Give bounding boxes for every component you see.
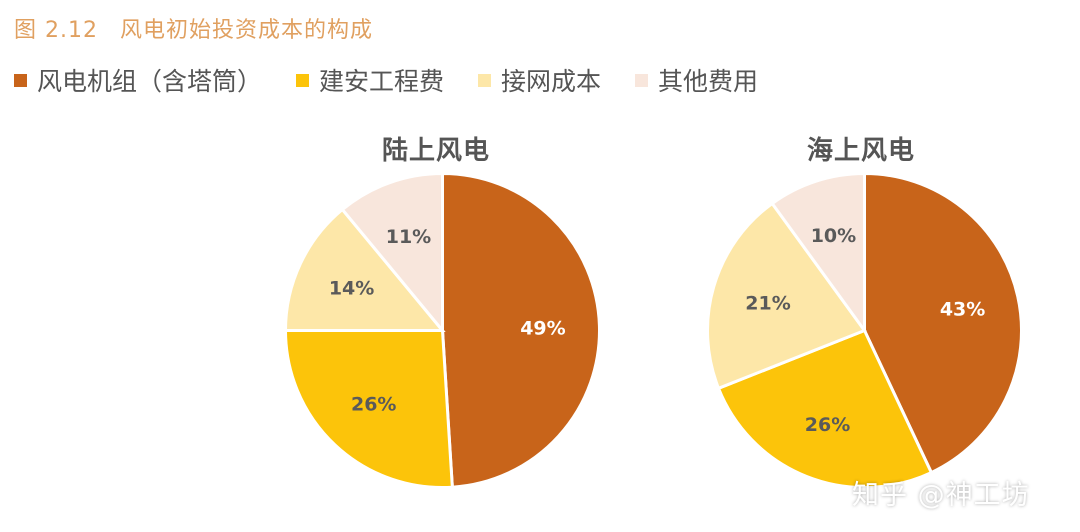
- slice-label: 21%: [745, 292, 790, 314]
- figure-title: 图 2.12 风电初始投资成本的构成: [14, 12, 373, 44]
- pie-slice: [340, 171, 444, 335]
- legend-swatch-icon: [478, 73, 492, 87]
- pie-slice: [283, 207, 446, 332]
- figure-caption: 风电初始投资成本的构成: [119, 18, 373, 43]
- legend-label: 接网成本: [501, 67, 602, 96]
- pie-slice: [283, 329, 454, 489]
- legend-item-other: 其他费用: [635, 62, 758, 98]
- slice-label: 14%: [329, 278, 374, 300]
- pie-slice: [863, 171, 1023, 475]
- legend-item-construction: 建安工程费: [296, 62, 444, 98]
- slice-label: 43%: [940, 299, 985, 321]
- slice-label: 26%: [805, 414, 850, 436]
- legend-swatch-icon: [296, 73, 310, 87]
- slice-label: 49%: [520, 317, 565, 339]
- slice-label: 11%: [386, 226, 431, 248]
- figure-number: 图 2.12: [14, 18, 98, 43]
- pie-chart-offshore: 43% 26% 21% 10%: [706, 171, 1023, 489]
- legend-label: 建安工程费: [319, 67, 445, 96]
- pie-title-offshore: 海上风电: [807, 136, 916, 166]
- pie-slice: [770, 171, 866, 336]
- slice-label: 10%: [811, 225, 856, 247]
- legend-label: 其他费用: [658, 67, 759, 96]
- pie-chart-onshore: 49% 26% 14% 11%: [283, 171, 601, 489]
- pie-slice: [706, 201, 867, 391]
- pie-slice: [441, 171, 601, 489]
- legend-swatch-icon: [14, 73, 27, 87]
- pie-title-onshore: 陆上风电: [382, 136, 491, 166]
- legend-label: 风电机组（含塔筒）: [37, 67, 263, 96]
- legend: 风电机组（含塔筒） 建安工程费 接网成本 其他费用: [14, 62, 792, 98]
- slice-label: 26%: [351, 394, 396, 416]
- watermark: 知乎 @神工坊: [852, 480, 1030, 511]
- pie-slice: [716, 328, 934, 489]
- legend-item-turbine: 风电机组（含塔筒）: [14, 62, 262, 98]
- legend-swatch-icon: [635, 73, 649, 87]
- legend-item-grid: 接网成本: [478, 62, 601, 98]
